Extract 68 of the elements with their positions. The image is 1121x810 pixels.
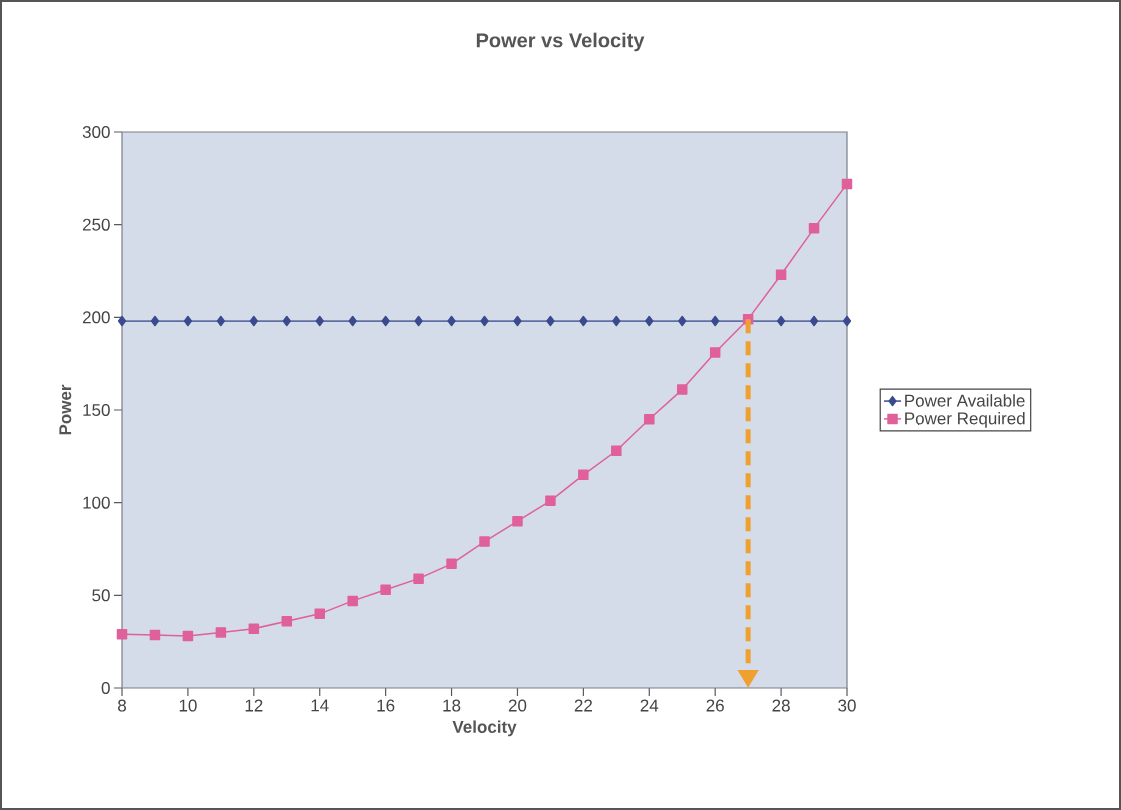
- y-axis-title: Power: [59, 384, 72, 435]
- point: [578, 469, 589, 481]
- point: [842, 315, 852, 327]
- point: [315, 315, 324, 327]
- point: [512, 515, 523, 527]
- x-tick-label: 22: [574, 699, 592, 712]
- point: [678, 315, 687, 327]
- x-tick-label: 28: [772, 699, 790, 712]
- x-tick-label: 18: [443, 699, 461, 712]
- x-tick-label: 14: [311, 699, 329, 712]
- point: [841, 178, 853, 190]
- point: [314, 608, 325, 620]
- chart-title: Power vs Velocity: [476, 32, 645, 52]
- point: [676, 384, 688, 395]
- x-tick-label: 8: [118, 699, 126, 712]
- point: [611, 445, 622, 457]
- point: [248, 623, 260, 634]
- point: [183, 315, 193, 327]
- point: [612, 315, 621, 327]
- y-tick-label: 300: [82, 125, 110, 139]
- point: [150, 315, 160, 327]
- point: [479, 536, 490, 547]
- point: [644, 414, 655, 425]
- point: [446, 558, 457, 570]
- x-tick-label: 16: [377, 699, 395, 712]
- point: [216, 315, 225, 327]
- point: [545, 495, 556, 507]
- point: [182, 630, 194, 642]
- point: [447, 315, 456, 327]
- point: [348, 315, 357, 327]
- point: [381, 315, 390, 327]
- point: [546, 315, 555, 327]
- y-tick-label: 50: [92, 589, 110, 602]
- point: [513, 315, 522, 327]
- point: [249, 315, 258, 327]
- y-tick-label: 100: [83, 496, 110, 509]
- point: [116, 628, 128, 640]
- x-tick-label: 24: [640, 699, 659, 712]
- y-tick-label: 200: [82, 311, 110, 324]
- point: [709, 347, 721, 358]
- legend-label: Power Available: [905, 394, 1025, 407]
- x-tick-label: 12: [245, 699, 263, 712]
- point: [380, 584, 391, 596]
- point: [480, 315, 489, 327]
- legend-label: Power Required: [905, 411, 1025, 428]
- point: [775, 269, 787, 280]
- y-tick-label: 0: [101, 681, 110, 695]
- y-tick-label: 250: [82, 218, 110, 231]
- point: [149, 629, 161, 641]
- point: [215, 627, 227, 638]
- x-tick-label: 30: [838, 699, 856, 712]
- point: [413, 573, 424, 584]
- x-tick-label: 10: [179, 699, 197, 712]
- point: [414, 315, 423, 327]
- point: [347, 595, 358, 607]
- point: [579, 315, 588, 327]
- point: [809, 315, 819, 327]
- y-tick-label: 150: [83, 403, 110, 417]
- point: [776, 315, 786, 327]
- x-axis-title: Velocity: [452, 720, 517, 737]
- point: [281, 616, 293, 627]
- point: [645, 315, 654, 327]
- x-tick-label: 20: [508, 699, 527, 712]
- point: [711, 315, 720, 327]
- point: [282, 315, 291, 327]
- x-tick-label: 26: [706, 699, 724, 712]
- point: [808, 223, 820, 234]
- point: [117, 315, 127, 327]
